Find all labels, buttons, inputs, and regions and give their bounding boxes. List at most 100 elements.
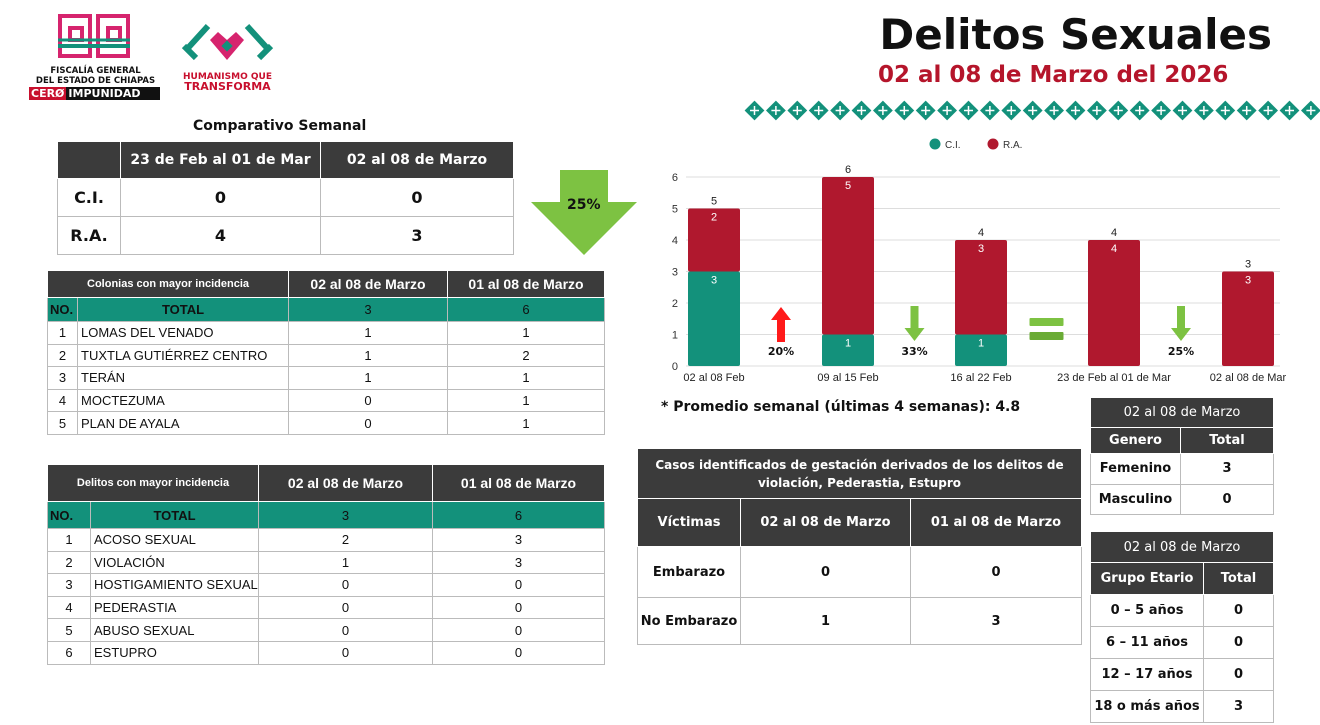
table-cell: 0 – 5 años: [1090, 594, 1204, 627]
column-header: Total: [1180, 427, 1274, 454]
x-tick-label: 02 al 08 Feb: [683, 372, 744, 384]
diamond-border-icon: [744, 100, 1320, 122]
table-cell: NO.: [47, 501, 91, 529]
table-cell: 0: [288, 411, 448, 435]
diamond-icon: [1214, 100, 1236, 122]
table-cell: 2: [447, 343, 605, 368]
title-row: 02 al 08 de Marzo: [1090, 531, 1274, 563]
bar-data-label: 3: [1245, 275, 1251, 287]
table-cell: 1: [288, 366, 448, 390]
table-cell: 0: [740, 546, 911, 598]
down-arrow-icon: [904, 306, 925, 341]
diamond-icon: [1107, 100, 1129, 122]
table-title: 02 al 08 de Marzo: [1090, 531, 1274, 563]
header-row: Colonias con mayor incidencia 02 al 08 de…: [47, 270, 605, 298]
diamond-icon: [1236, 100, 1258, 122]
table-cell: TOTAL: [77, 297, 289, 322]
diamond-icon: [744, 100, 766, 122]
diamond-icon: [1278, 100, 1301, 122]
bar-ra: [1088, 240, 1140, 366]
bar-data-label: 5: [845, 180, 851, 192]
table-cell: 6 – 11 años: [1090, 626, 1204, 659]
title-row: 02 al 08 de Marzo: [1090, 397, 1274, 428]
table-row: 2 VIOLACIÓN 1 3: [47, 550, 605, 575]
diamond-icon: [1193, 100, 1215, 122]
total-label: 5: [711, 196, 717, 208]
column-header: Total: [1203, 562, 1274, 595]
diamond-icon: [850, 100, 873, 122]
change-label: 20%: [768, 345, 794, 358]
diamond-icon: [1150, 100, 1172, 122]
table-row: R.A. 4 3: [57, 216, 514, 255]
diamond-icon: [872, 100, 894, 122]
column-header: 01 al 08 de Marzo: [447, 270, 605, 298]
bar-ra: [822, 177, 874, 335]
y-tick-label: 5: [672, 204, 678, 216]
total-label: 4: [1111, 227, 1117, 239]
bar-ra: [1222, 271, 1274, 366]
column-header: [57, 141, 121, 179]
table-cell: 0: [432, 640, 605, 665]
edad-table: 02 al 08 de Marzo Grupo Etario Total 0 – 5 …: [1090, 531, 1274, 723]
diamond-icon: [893, 100, 915, 122]
x-tick-label: 09 al 15 Feb: [817, 372, 878, 384]
diamond-icon: [915, 100, 937, 122]
diamond-icon: [786, 100, 808, 122]
up-arrow-icon: [771, 307, 791, 342]
table-row: 12 – 17 años 0: [1090, 658, 1274, 691]
comparativo-table: 23 de Feb al 01 de Mar 02 al 08 de Marzo C…: [57, 141, 514, 255]
table-cell: MOCTEZUMA: [77, 388, 289, 413]
table-cell: 0: [120, 178, 321, 217]
humanismo-1: HUMANISMO QUE: [183, 72, 272, 82]
table-cell: 2: [258, 528, 433, 552]
column-header: 23 de Feb al 01 de Mar: [120, 141, 321, 179]
bar-ra: [688, 208, 740, 272]
table-cell: PLAN DE AYALA: [77, 411, 289, 435]
table-cell: 0: [258, 573, 433, 597]
header-row: Genero Total: [1090, 427, 1274, 454]
diamond-icon: [1300, 100, 1320, 122]
header-row: Grupo Etario Total: [1090, 562, 1274, 595]
bar-ci: [822, 334, 874, 366]
table-cell: 0: [258, 640, 433, 665]
humanismo-logo: HUMANISMO QUE TRANSFORMA: [180, 18, 275, 92]
column-header: 01 al 08 de Marzo: [910, 498, 1082, 547]
diamond-icon: [1022, 100, 1044, 122]
total-row: NO. TOTAL 3 6: [47, 501, 605, 529]
table-cell: C.I.: [57, 178, 121, 217]
table-row: 4 MOCTEZUMA 0 1: [47, 388, 605, 413]
table-cell: 4: [47, 595, 91, 620]
legend-swatch: [929, 138, 941, 150]
table-cell: 0: [320, 178, 514, 217]
diamond-icon: [1257, 100, 1279, 122]
table-row: 5 PLAN DE AYALA 0 1: [47, 411, 605, 435]
column-header: 02 al 08 de Marzo: [320, 141, 514, 179]
table-cell: 0: [432, 573, 605, 597]
table-cell: 5: [47, 411, 78, 435]
diamond-icon: [808, 100, 830, 122]
comparativo-title: Comparativo Semanal: [193, 118, 367, 134]
bar-data-label: 3: [711, 275, 717, 287]
column-header: Delitos con mayor incidencia: [47, 464, 259, 502]
colonias-table: Colonias con mayor incidencia 02 al 08 de…: [47, 270, 605, 435]
legend-label: R.A.: [1003, 140, 1022, 151]
diamond-icon: [765, 100, 787, 122]
table-row: C.I. 0 0: [57, 178, 514, 217]
promedio-text: * Promedio semanal (últimas 4 semanas): …: [661, 399, 1021, 415]
impunidad-label: IMPUNIDAD: [66, 87, 160, 100]
header-row: Delitos con mayor incidencia 02 al 08 de …: [47, 464, 605, 502]
genero-table: 02 al 08 de Marzo Genero Total Femenino 3 Mas…: [1090, 397, 1274, 515]
table-cell: Embarazo: [637, 546, 741, 598]
table-cell: HOSTIGAMIENTO SEXUAL: [90, 573, 259, 597]
bar-data-label: 3: [978, 243, 984, 255]
table-cell: 1: [740, 597, 911, 645]
diamond-icon: [1043, 100, 1065, 122]
change-label: 25%: [1168, 345, 1194, 358]
table-cell: 0: [258, 618, 433, 642]
bar-ra: [955, 240, 1007, 335]
bar-data-label: 2: [711, 212, 717, 224]
table-cell: R.A.: [57, 216, 121, 255]
table-cell: ABUSO SEXUAL: [90, 618, 259, 642]
table-cell: 0: [432, 618, 605, 642]
table-cell: Femenino: [1090, 453, 1181, 485]
